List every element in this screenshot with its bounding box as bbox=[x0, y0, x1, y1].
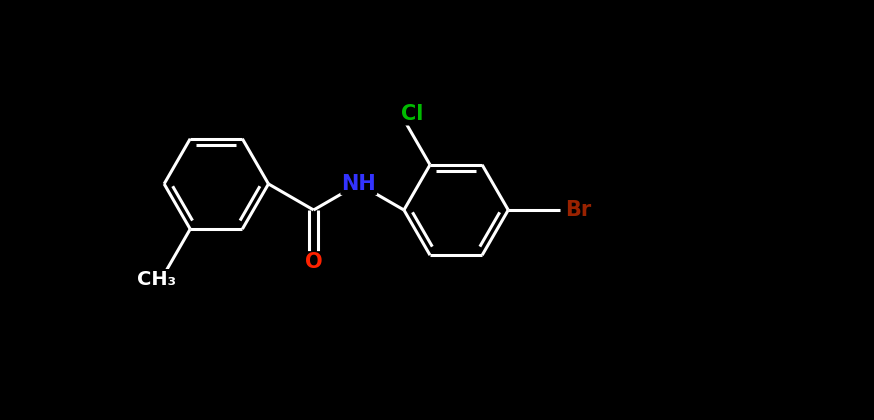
Text: Cl: Cl bbox=[400, 105, 423, 124]
Text: NH: NH bbox=[342, 174, 376, 194]
Text: Br: Br bbox=[565, 200, 592, 220]
Text: CH₃: CH₃ bbox=[137, 270, 176, 289]
Text: O: O bbox=[305, 252, 323, 272]
